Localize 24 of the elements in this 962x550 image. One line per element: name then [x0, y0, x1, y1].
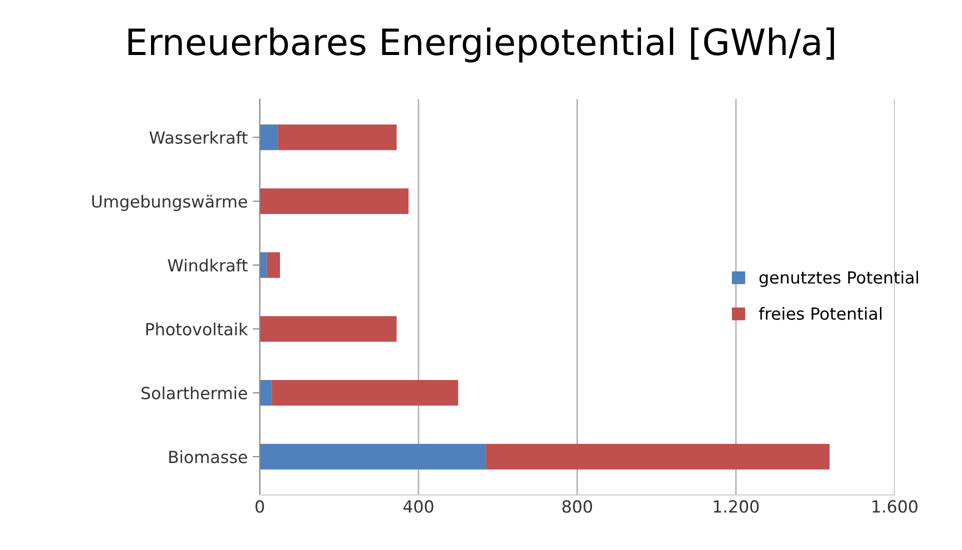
chart-title: Erneuerbares Energiepotential [GWh/a]	[128, 28, 834, 62]
bar	[260, 444, 486, 470]
y-tick-label: Wasserkraft	[150, 130, 248, 144]
y-tick-label: Solarthermie	[142, 386, 248, 400]
bar	[266, 252, 280, 278]
x-tick-label: 800	[562, 500, 592, 513]
x-tick-label: 400	[403, 500, 434, 513]
y-tick-label: Biomasse	[169, 450, 248, 464]
bar	[272, 380, 458, 406]
x-tick-label: 0	[256, 500, 264, 513]
y-tick-label: Photovoltaik	[146, 322, 248, 336]
x-tick-label: 1.600	[872, 500, 918, 513]
bar	[260, 124, 278, 150]
bar	[278, 124, 397, 150]
y-tick-label: Umgebungswärme	[92, 194, 248, 211]
x-tick-label: 1.200	[714, 500, 759, 513]
legend-label: genutztes Potential	[759, 270, 918, 287]
bar	[260, 380, 272, 406]
bar	[486, 444, 830, 470]
bar	[260, 316, 397, 342]
bar	[260, 188, 409, 214]
y-tick-label: Windkraft	[168, 258, 248, 272]
bar	[260, 252, 267, 278]
legend-label: freies Potential	[758, 307, 882, 320]
